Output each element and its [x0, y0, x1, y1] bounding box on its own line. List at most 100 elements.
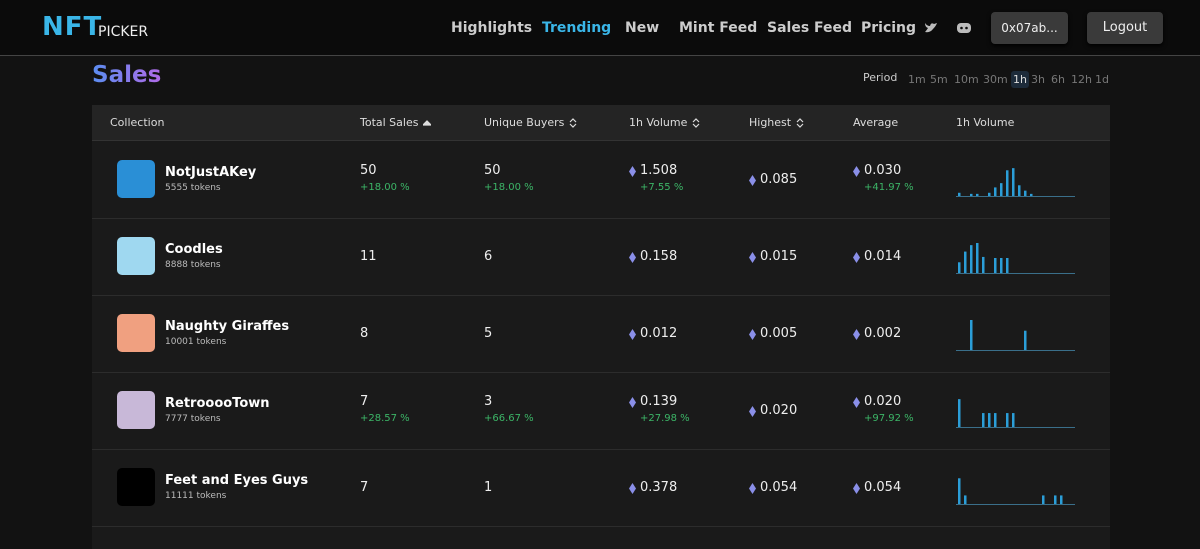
discord-icon[interactable] — [956, 22, 972, 34]
eth-icon — [853, 329, 860, 340]
eth-icon — [853, 397, 860, 408]
period-option[interactable]: 3h — [1031, 73, 1045, 86]
sort-icon — [422, 120, 433, 126]
volume: 0.158 — [640, 249, 678, 264]
sparkline-bar — [1030, 193, 1033, 196]
sparkline-bar — [958, 399, 961, 427]
eth-icon — [749, 252, 756, 263]
sparkline-bar — [970, 245, 973, 273]
eth-icon — [629, 166, 636, 177]
table-row[interactable]: Feet and Eyes Guys 11111 tokens 7 1 0.378 0.0… — [92, 449, 1110, 527]
logout-button[interactable]: Logout — [1087, 12, 1163, 44]
eth-icon — [749, 406, 756, 417]
volume: 0.012 — [640, 326, 678, 341]
period-option[interactable]: 1d — [1095, 73, 1109, 86]
total-sales-change: +28.57 % — [360, 413, 410, 424]
volume-sparkline — [956, 399, 1075, 428]
period-option[interactable]: 1h — [1011, 71, 1029, 88]
sort-arrow — [569, 118, 577, 128]
sparkline-bar — [976, 243, 979, 273]
table-row[interactable]: Naughty Giraffes 10001 tokens 8 5 0.012 0.005… — [92, 295, 1110, 373]
unique-buyers-change: +18.00 % — [484, 182, 534, 193]
table-row[interactable]: RetrooooTown 7777 tokens 7 +28.57 % 3 +66.67 … — [92, 372, 1110, 450]
sort-arrow — [796, 118, 804, 128]
logo-word[interactable]: PICKER — [98, 24, 149, 40]
sparkline-bar — [970, 193, 973, 196]
sparkline-bar — [964, 251, 967, 273]
nav-link[interactable]: Trending — [542, 20, 612, 36]
total-sales: 50 — [360, 163, 377, 178]
column-header[interactable]: Total Sales — [360, 116, 433, 129]
logo-mark[interactable]: NFT — [42, 12, 103, 42]
average: 0.020 — [864, 394, 902, 409]
sort-icon — [692, 118, 700, 128]
eth-shape — [749, 406, 756, 417]
sparkline-bar — [994, 413, 997, 427]
collection-name: Coodles — [165, 242, 223, 257]
eth-shape — [853, 252, 860, 263]
period-option[interactable]: 1m — [908, 73, 926, 86]
collection-icon — [117, 314, 155, 352]
period-option[interactable]: 12h — [1071, 73, 1092, 86]
average-change: +97.92 % — [864, 413, 914, 424]
column-header: 1h Volume — [956, 116, 1015, 129]
sparkline-bar — [988, 413, 991, 427]
unique-buyers: 3 — [484, 394, 493, 409]
sparkline-bar — [958, 192, 961, 196]
sparkline-bar — [970, 320, 973, 350]
token-count: 5555 tokens — [165, 183, 221, 193]
column-header: Collection — [110, 116, 165, 129]
page-title: Sales — [92, 62, 162, 88]
eth-shape — [749, 252, 756, 263]
column-header[interactable]: Highest — [749, 116, 804, 129]
nav-link[interactable]: Sales Feed — [767, 20, 853, 36]
sparkline-bar — [1000, 183, 1003, 196]
nav-link[interactable]: New — [625, 20, 660, 36]
sparkline-bar — [1054, 495, 1057, 504]
sort-icon — [569, 118, 577, 128]
period-option[interactable]: 30m — [983, 73, 1008, 86]
highest: 0.005 — [760, 326, 798, 341]
volume-change: +27.98 % — [640, 413, 690, 424]
eth-shape — [629, 252, 636, 263]
highest: 0.054 — [760, 480, 798, 495]
eth-shape — [853, 166, 860, 177]
sparkline-bar — [982, 413, 985, 427]
nav-link[interactable]: Pricing — [861, 20, 917, 36]
period-option[interactable]: 10m — [954, 73, 979, 86]
total-sales: 11 — [360, 249, 377, 264]
nav-link[interactable]: Highlights — [451, 20, 533, 36]
nav-link[interactable]: Mint Feed — [679, 20, 758, 36]
sparkline-bar — [976, 193, 979, 196]
sparkline-bar — [982, 256, 985, 273]
eth-shape — [853, 329, 860, 340]
highest: 0.015 — [760, 249, 798, 264]
highest: 0.020 — [760, 403, 798, 418]
token-count: 11111 tokens — [165, 491, 227, 501]
eth-shape — [853, 397, 860, 408]
eth-shape — [853, 483, 860, 494]
twitter-icon[interactable] — [924, 22, 938, 34]
wallet-button[interactable]: 0x07ab... — [991, 12, 1068, 44]
period-option[interactable]: 6h — [1051, 73, 1065, 86]
eth-icon — [853, 252, 860, 263]
average: 0.002 — [864, 326, 902, 341]
volume: 0.378 — [640, 480, 678, 495]
sparkline-bar — [1006, 258, 1009, 273]
eth-icon — [629, 397, 636, 408]
eth-icon — [749, 483, 756, 494]
table-row[interactable]: Coodles 8888 tokens 11 6 0.158 0.015 0.014 — [92, 218, 1110, 296]
unique-buyers: 6 — [484, 249, 493, 264]
period-option[interactable]: 5m — [930, 73, 948, 86]
volume: 1.508 — [640, 163, 678, 178]
table-row[interactable]: NotJustAKey 5555 tokens 50 +18.00 % 50 +18.00… — [92, 141, 1110, 219]
total-sales: 7 — [360, 480, 369, 495]
average: 0.030 — [864, 163, 902, 178]
collection-icon — [117, 237, 155, 275]
column-header[interactable]: Unique Buyers — [484, 116, 577, 129]
total-sales: 7 — [360, 394, 369, 409]
unique-buyers: 1 — [484, 480, 493, 495]
column-header[interactable]: 1h Volume — [629, 116, 700, 129]
column-header: Average — [853, 116, 899, 129]
